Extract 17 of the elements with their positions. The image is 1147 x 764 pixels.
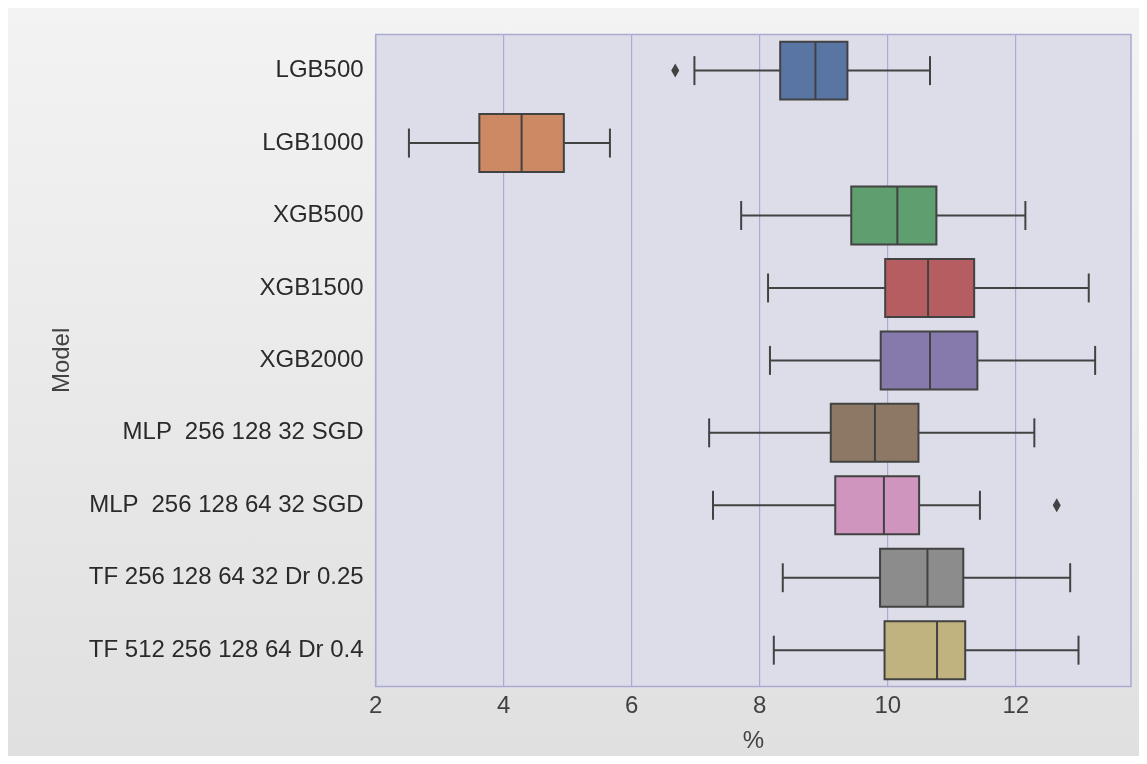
y-axis-title: Model <box>47 327 75 394</box>
y-tick-label: XGB2000 <box>259 345 364 373</box>
x-axis-title: % <box>742 726 764 754</box>
x-tick-label: 12 <box>1002 691 1030 719</box>
y-tick-label: TF 512 256 128 64 Dr 0.4 <box>88 634 364 662</box>
y-tick-label: XGB1500 <box>259 272 364 300</box>
x-tick-label: 10 <box>874 691 902 719</box>
y-tick-label: LGB500 <box>275 55 364 83</box>
x-tick-label: 6 <box>625 691 639 719</box>
x-tick-label: 4 <box>496 691 511 719</box>
x-tick-label: 8 <box>753 691 767 719</box>
x-tick-label: 2 <box>368 691 383 719</box>
y-tick-label: LGB1000 <box>262 127 364 155</box>
y-tick-label: MLP 256 128 32 SGD <box>122 417 364 445</box>
y-tick-label: TF 256 128 64 32 Dr 0.25 <box>88 562 364 590</box>
y-tick-label: XGB500 <box>272 200 364 228</box>
y-tick-label: MLP 256 128 64 32 SGD <box>89 489 364 517</box>
